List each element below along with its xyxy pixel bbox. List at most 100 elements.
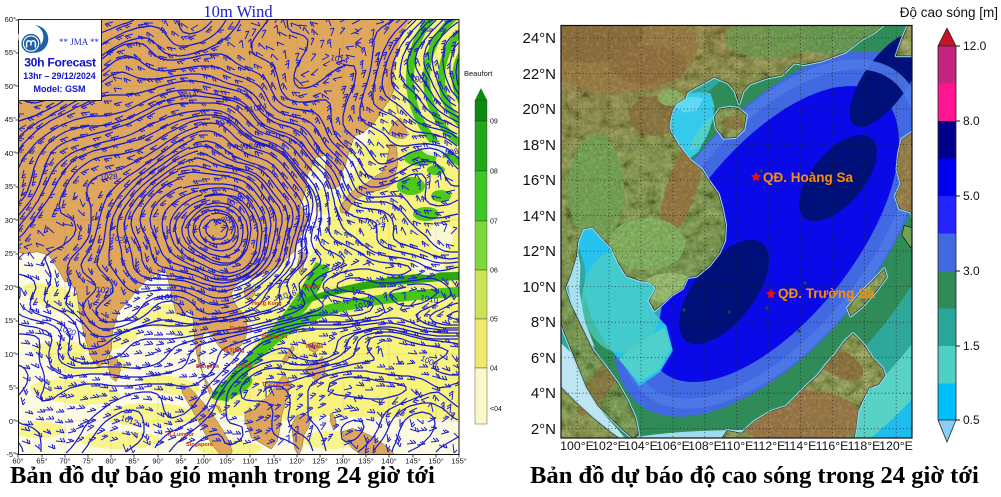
svg-text:10m Wind: 10m Wind bbox=[203, 2, 273, 21]
svg-text:106°E: 106°E bbox=[656, 439, 690, 453]
svg-text:5°: 5° bbox=[9, 383, 16, 392]
svg-text:1004: 1004 bbox=[410, 73, 430, 86]
svg-text:50°: 50° bbox=[5, 82, 16, 91]
svg-text:116°E: 116°E bbox=[816, 439, 849, 453]
svg-text:8°N: 8°N bbox=[531, 314, 556, 331]
svg-text:22°N: 22°N bbox=[522, 66, 556, 83]
svg-text:05: 05 bbox=[490, 317, 498, 324]
svg-text:15°: 15° bbox=[5, 316, 16, 325]
svg-text:08: 08 bbox=[490, 169, 498, 176]
svg-text:Model: GSM: Model: GSM bbox=[34, 84, 86, 94]
svg-text:112°E: 112°E bbox=[753, 439, 786, 453]
svg-text:24°N: 24°N bbox=[522, 30, 556, 47]
svg-text:60°: 60° bbox=[5, 15, 16, 24]
svg-text:75°: 75° bbox=[82, 457, 93, 466]
svg-text:1028: 1028 bbox=[100, 172, 119, 182]
svg-text:10°N: 10°N bbox=[522, 279, 556, 296]
svg-text:90°: 90° bbox=[152, 457, 163, 466]
svg-text:1010: 1010 bbox=[420, 293, 440, 305]
svg-text:Độ cao sóng [m]: Độ cao sóng [m] bbox=[900, 5, 998, 20]
svg-text:0°: 0° bbox=[9, 417, 16, 426]
svg-text:12°N: 12°N bbox=[522, 243, 556, 260]
svg-text:1014: 1014 bbox=[249, 101, 269, 114]
svg-text:110°E: 110°E bbox=[721, 439, 754, 453]
svg-text:-5°: -5° bbox=[6, 450, 16, 459]
svg-text:13hr – 29/12/2024: 13hr – 29/12/2024 bbox=[23, 71, 95, 81]
svg-text:H.C.M: H.C.M bbox=[236, 364, 252, 370]
svg-text:N.Trang: N.Trang bbox=[224, 348, 244, 354]
svg-text:108°E: 108°E bbox=[688, 439, 722, 453]
svg-text:07: 07 bbox=[490, 219, 498, 226]
svg-text:14°N: 14°N bbox=[522, 208, 556, 225]
svg-text:105°: 105° bbox=[219, 457, 235, 466]
svg-text:2°N: 2°N bbox=[531, 421, 556, 438]
svg-text:5.0: 5.0 bbox=[963, 189, 980, 203]
svg-text:18°N: 18°N bbox=[522, 137, 556, 154]
svg-text:4°N: 4°N bbox=[531, 385, 556, 402]
svg-text:30°: 30° bbox=[5, 216, 16, 225]
svg-text:25°: 25° bbox=[5, 249, 16, 258]
svg-text:1024: 1024 bbox=[239, 141, 258, 152]
svg-text:102°E: 102°E bbox=[592, 439, 626, 453]
svg-text:20°N: 20°N bbox=[522, 101, 556, 118]
svg-text:150°: 150° bbox=[428, 457, 444, 466]
svg-text:QĐ. Trường Sa: QĐ. Trường Sa bbox=[778, 286, 875, 301]
svg-text:20°: 20° bbox=[5, 283, 16, 292]
svg-text:30h Forecast: 30h Forecast bbox=[24, 56, 96, 70]
svg-text:** JMA **: ** JMA ** bbox=[59, 37, 100, 47]
svg-text:70°: 70° bbox=[59, 457, 70, 466]
svg-text:Singapore: Singapore bbox=[186, 442, 213, 448]
svg-text:65°: 65° bbox=[36, 457, 47, 466]
svg-text:Hoang Sa: Hoang Sa bbox=[262, 334, 288, 340]
svg-text:118°E: 118°E bbox=[848, 439, 881, 453]
svg-text:95°: 95° bbox=[175, 457, 186, 466]
svg-text:45°: 45° bbox=[5, 115, 16, 124]
svg-text:Da Nang: Da Nang bbox=[230, 326, 252, 332]
svg-text:135°: 135° bbox=[358, 457, 374, 466]
svg-text:Bangkok: Bangkok bbox=[196, 364, 220, 370]
svg-text:Beaufort: Beaufort bbox=[464, 69, 493, 78]
svg-text:0.5: 0.5 bbox=[963, 413, 980, 427]
svg-text:12.0: 12.0 bbox=[963, 39, 987, 53]
svg-text:1.5: 1.5 bbox=[963, 339, 980, 353]
svg-text:60°: 60° bbox=[12, 457, 23, 466]
svg-text:155°: 155° bbox=[451, 457, 467, 466]
svg-text:04: 04 bbox=[490, 366, 498, 373]
svg-text:10°: 10° bbox=[5, 350, 16, 359]
svg-text:16°N: 16°N bbox=[522, 172, 556, 189]
svg-text:35°: 35° bbox=[5, 182, 16, 191]
svg-text:125°: 125° bbox=[312, 457, 328, 466]
svg-text:55°: 55° bbox=[5, 48, 16, 57]
svg-text:Taipei: Taipei bbox=[305, 284, 321, 290]
svg-text:40°: 40° bbox=[5, 149, 16, 158]
svg-text:Hong Kong: Hong Kong bbox=[252, 301, 282, 307]
svg-text:85°: 85° bbox=[128, 457, 139, 466]
svg-text:100°E: 100°E bbox=[560, 439, 594, 453]
svg-text:09: 09 bbox=[490, 119, 498, 126]
svg-text:120°E: 120°E bbox=[879, 439, 913, 453]
svg-text:1008: 1008 bbox=[440, 146, 460, 160]
svg-text:3.0: 3.0 bbox=[963, 264, 980, 278]
svg-text:120°: 120° bbox=[289, 457, 305, 466]
svg-text:110°: 110° bbox=[243, 457, 258, 466]
svg-text:104°E: 104°E bbox=[624, 439, 658, 453]
svg-text:100°: 100° bbox=[196, 457, 212, 466]
svg-text:<04: <04 bbox=[490, 406, 502, 413]
svg-text:1020: 1020 bbox=[96, 285, 115, 296]
svg-text:145°: 145° bbox=[405, 457, 421, 466]
svg-text:8.0: 8.0 bbox=[963, 114, 980, 128]
svg-text:114°E: 114°E bbox=[784, 439, 817, 453]
svg-text:Manila: Manila bbox=[306, 344, 324, 350]
svg-text:06: 06 bbox=[490, 268, 498, 275]
svg-text:1016: 1016 bbox=[160, 293, 179, 303]
svg-text:K.Lumpur: K.Lumpur bbox=[168, 432, 195, 438]
svg-text:1014: 1014 bbox=[330, 53, 350, 65]
svg-text:QĐ. Hoàng Sa: QĐ. Hoàng Sa bbox=[763, 170, 854, 185]
svg-text:Truong Sa: Truong Sa bbox=[262, 382, 290, 388]
svg-text:130°: 130° bbox=[335, 457, 351, 466]
svg-text:1014: 1014 bbox=[178, 89, 198, 102]
svg-text:6°N: 6°N bbox=[531, 350, 556, 367]
svg-text:115°: 115° bbox=[267, 457, 282, 466]
svg-text:140°: 140° bbox=[381, 457, 397, 466]
svg-text:80°: 80° bbox=[105, 457, 116, 466]
